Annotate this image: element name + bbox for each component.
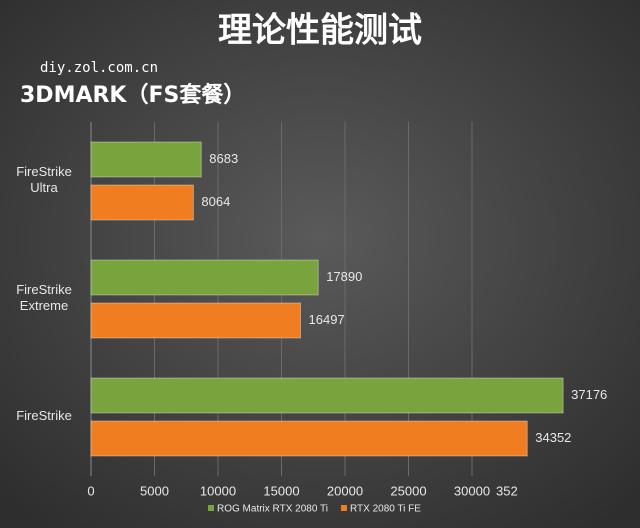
subtitle: 3DMARK（FS套餐） <box>20 82 245 108</box>
bar <box>90 377 564 414</box>
x-tick-label: 15000 <box>263 483 299 498</box>
y-tick-label: FireStrike <box>16 408 72 423</box>
bar <box>90 259 319 296</box>
legend-swatch <box>340 505 347 511</box>
value-label: 17890 <box>326 269 362 284</box>
chart-title: 理论性能测试 <box>218 11 422 51</box>
x-tick-label: 25000 <box>390 483 426 498</box>
y-tick-label: FireStrike Ultra <box>16 164 72 195</box>
x-tick-label: 5000 <box>140 483 169 498</box>
value-label: 8064 <box>201 194 230 209</box>
legend-label: ROG Matrix RTX 2080 Ti <box>217 504 328 515</box>
x-tick-label: 0 <box>87 483 94 498</box>
value-label: 16497 <box>309 312 345 327</box>
value-label: 34352 <box>535 430 571 445</box>
y-tick-label: FireStrike Extreme <box>16 282 72 313</box>
bar <box>90 141 202 178</box>
x-tick-label: 10000 <box>200 483 236 498</box>
legend-swatch <box>208 505 214 511</box>
bar <box>90 302 302 339</box>
x-tick-label: 20000 <box>327 483 363 498</box>
x-tick-label: 30000 <box>454 483 490 498</box>
watermark: diy.zol.com.cn <box>40 60 158 76</box>
annotation: 352 <box>496 483 518 498</box>
value-label: 8683 <box>209 151 238 166</box>
bar <box>90 420 528 457</box>
value-label: 37176 <box>571 387 607 402</box>
bar <box>90 184 194 221</box>
legend-label: RTX 2080 Ti FE <box>350 504 421 515</box>
